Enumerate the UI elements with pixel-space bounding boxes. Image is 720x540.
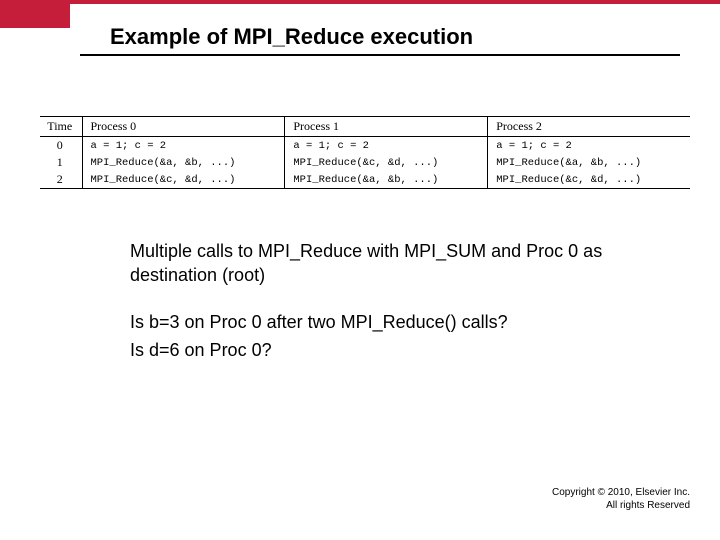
cell-time: 2: [40, 171, 82, 189]
cell-p2: MPI_Reduce(&a, &b, ...): [488, 154, 690, 171]
question-2: Is d=6 on Proc 0?: [130, 338, 640, 362]
question-1: Is b=3 on Proc 0 after two MPI_Reduce() …: [130, 310, 640, 334]
execution-table: Time Process 0 Process 1 Process 2 0 a =…: [40, 116, 690, 189]
paragraph-intro: Multiple calls to MPI_Reduce with MPI_SU…: [130, 239, 640, 288]
cell-p0: MPI_Reduce(&a, &b, ...): [82, 154, 285, 171]
table-header-row: Time Process 0 Process 1 Process 2: [40, 117, 690, 137]
slide-content: Example of MPI_Reduce execution Time Pro…: [0, 0, 720, 362]
table-row: 0 a = 1; c = 2 a = 1; c = 2 a = 1; c = 2: [40, 137, 690, 155]
cell-time: 1: [40, 154, 82, 171]
col-time: Time: [40, 117, 82, 137]
cell-p1: MPI_Reduce(&c, &d, ...): [285, 154, 488, 171]
copyright-line1: Copyright © 2010, Elsevier Inc.: [552, 487, 690, 500]
cell-p0: MPI_Reduce(&c, &d, ...): [82, 171, 285, 189]
accent-stripe: [0, 0, 720, 4]
cell-p0: a = 1; c = 2: [82, 137, 285, 155]
cell-p2: a = 1; c = 2: [488, 137, 690, 155]
col-p0: Process 0: [82, 117, 285, 137]
copyright-line2: All rights Reserved: [552, 500, 690, 513]
cell-p1: a = 1; c = 2: [285, 137, 488, 155]
cell-p1: MPI_Reduce(&a, &b, ...): [285, 171, 488, 189]
col-p1: Process 1: [285, 117, 488, 137]
table: Time Process 0 Process 1 Process 2 0 a =…: [40, 116, 690, 189]
copyright: Copyright © 2010, Elsevier Inc. All righ…: [552, 487, 690, 512]
cell-p2: MPI_Reduce(&c, &d, ...): [488, 171, 690, 189]
body-text: Multiple calls to MPI_Reduce with MPI_SU…: [130, 239, 640, 362]
cell-time: 0: [40, 137, 82, 155]
table-row: 1 MPI_Reduce(&a, &b, ...) MPI_Reduce(&c,…: [40, 154, 690, 171]
slide-title: Example of MPI_Reduce execution: [110, 24, 670, 50]
title-underline: [80, 54, 680, 56]
question-block: Is b=3 on Proc 0 after two MPI_Reduce() …: [130, 310, 640, 363]
table-row: 2 MPI_Reduce(&c, &d, ...) MPI_Reduce(&a,…: [40, 171, 690, 189]
col-p2: Process 2: [488, 117, 690, 137]
